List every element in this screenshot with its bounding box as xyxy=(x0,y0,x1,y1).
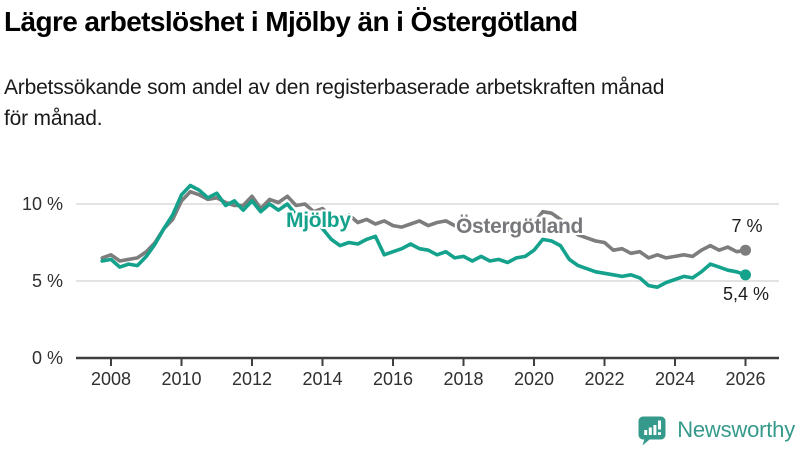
newsworthy-branding: Newsworthy xyxy=(636,414,795,446)
x-tick-label-2022: 2022 xyxy=(584,369,625,389)
x-tick-label-2024: 2024 xyxy=(654,369,696,389)
series-label-ostergotland: Östergötland xyxy=(456,215,584,238)
end-value-label-mjolby: 5,4 % xyxy=(722,284,770,304)
y-tick-label-0: 0 % xyxy=(31,348,63,368)
newsworthy-logo-icon xyxy=(638,416,666,446)
x-tick-label-2016: 2016 xyxy=(372,369,414,389)
y-tick-label-5: 5 % xyxy=(31,271,63,291)
x-tick-label-2012: 2012 xyxy=(231,369,273,389)
x-tick-label-2008: 2008 xyxy=(90,369,132,389)
x-tick-label-2026: 2026 xyxy=(725,369,766,389)
series-label-mjolby: Mjölby xyxy=(286,209,351,232)
x-tick-label-2010: 2010 xyxy=(161,369,202,389)
series-end-dot-mjolby xyxy=(740,269,751,281)
page-title: Lägre arbetslöshet i Mjölby än i Östergö… xyxy=(4,6,578,37)
x-tick-label-2014: 2014 xyxy=(302,369,343,389)
chart-subtitle: Arbetssökande som andel av den registerb… xyxy=(4,72,796,134)
series-line-ostergotland xyxy=(100,189,748,263)
x-tick-label-2018: 2018 xyxy=(443,369,484,389)
x-tick-label-2020: 2020 xyxy=(513,369,555,389)
logo-bar-chart-glyph xyxy=(644,420,662,435)
y-tick-label-10: 10 % xyxy=(21,194,63,214)
subtitle-line-2: för månad. xyxy=(4,107,103,130)
series-line-mjolby xyxy=(100,183,748,290)
subtitle-line-1: Arbetssökande som andel av den registerb… xyxy=(4,76,665,99)
series-end-dot-ostergotland xyxy=(740,244,751,256)
newsworthy-wordmark: Newsworthy xyxy=(677,417,795,442)
end-value-label-ostergotland: 7 % xyxy=(731,216,763,236)
